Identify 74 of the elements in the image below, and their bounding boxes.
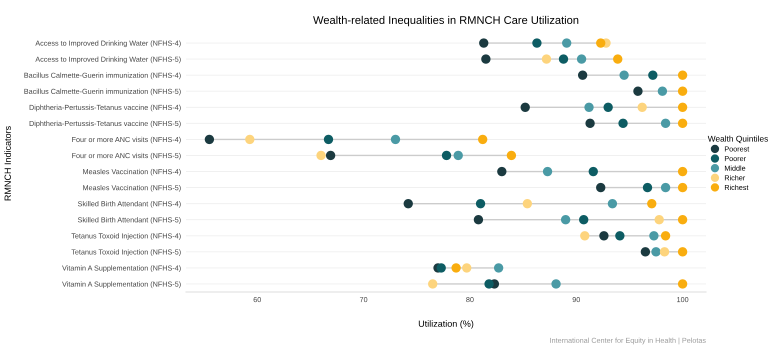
point (462, 263, 472, 273)
point (660, 231, 670, 240)
point (613, 54, 622, 64)
point (390, 134, 400, 144)
point (442, 150, 452, 160)
point (608, 199, 618, 208)
point (542, 54, 552, 64)
point (560, 215, 570, 224)
point (204, 134, 214, 144)
point (678, 182, 688, 192)
point (326, 150, 336, 160)
point (494, 263, 504, 273)
point (562, 38, 572, 48)
point (474, 215, 484, 224)
point (658, 86, 668, 96)
point (596, 38, 606, 48)
point (580, 231, 590, 240)
point (588, 166, 598, 176)
point (584, 102, 594, 112)
point (436, 263, 446, 273)
point (618, 118, 628, 128)
point (551, 279, 561, 289)
point (615, 231, 625, 240)
point (428, 279, 438, 289)
point (578, 70, 588, 80)
point (476, 199, 486, 208)
point (404, 199, 413, 208)
point (649, 231, 659, 240)
y-axis-title: RMNCH Indicators (4, 126, 11, 200)
point (678, 166, 688, 176)
point (558, 54, 568, 64)
legend-title: Wealth Quintiles (708, 136, 768, 144)
point (497, 166, 506, 176)
point (654, 215, 664, 224)
point (660, 247, 670, 256)
point (532, 38, 542, 48)
point (660, 118, 670, 128)
point (678, 215, 688, 224)
x-axis-title: Utilization (%) (418, 320, 474, 329)
point (324, 134, 334, 144)
point (454, 150, 463, 160)
point (604, 102, 613, 112)
point (484, 279, 494, 289)
point (506, 150, 516, 160)
point (522, 199, 532, 208)
point (633, 86, 643, 96)
point (542, 166, 552, 176)
point (245, 134, 254, 144)
point (678, 247, 688, 256)
point (660, 182, 670, 192)
point (479, 38, 488, 48)
point (599, 231, 609, 240)
point (647, 199, 656, 208)
point (596, 182, 606, 192)
point (520, 102, 530, 112)
point (481, 54, 491, 64)
point (678, 279, 688, 289)
point (678, 70, 688, 80)
point (619, 70, 629, 80)
point (678, 118, 688, 128)
point (585, 118, 595, 128)
point (651, 247, 661, 256)
chart-title: Wealth-related Inequalities in RMNCH Care Utilization (313, 16, 578, 26)
point (316, 150, 326, 160)
point (478, 134, 488, 144)
point (451, 263, 461, 273)
point (648, 70, 658, 80)
point (678, 102, 688, 112)
point (642, 182, 652, 192)
point (576, 54, 586, 64)
point (678, 86, 688, 96)
point (579, 215, 588, 224)
point (640, 247, 650, 256)
point (638, 102, 647, 112)
